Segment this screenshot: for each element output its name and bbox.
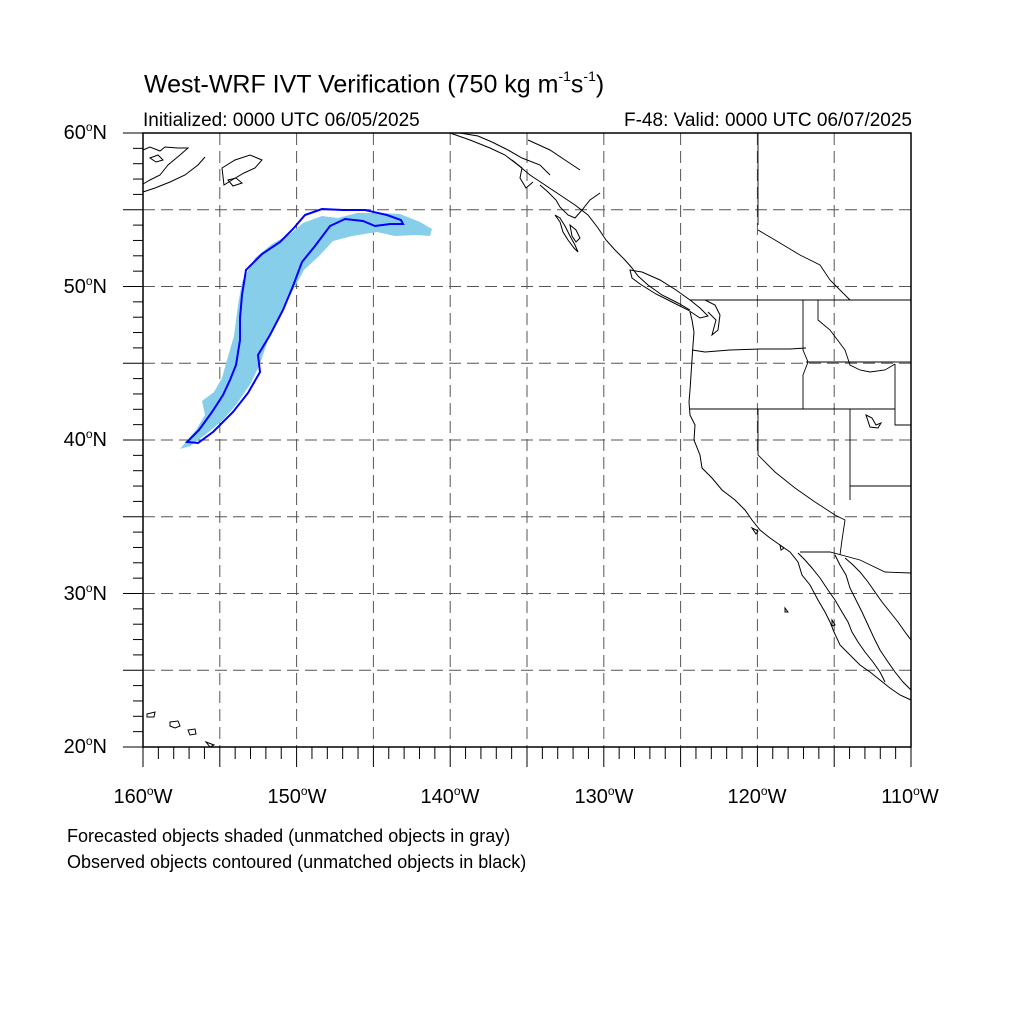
initialized-time: Initialized: 0000 UTC 06/05/2025 — [143, 110, 420, 131]
caption-forecast: Forecasted objects shaded (unmatched obj… — [67, 826, 511, 846]
lat-label-40: 40oN — [63, 427, 107, 451]
map-frame — [142, 132, 912, 748]
political-boundaries — [690, 133, 912, 574]
lon-label-120w: 120oW — [727, 784, 787, 808]
observed-ivt-contour — [184, 207, 405, 445]
map-title: West-WRF IVT Verification (750 kg m-1s-1… — [144, 68, 605, 99]
lat-label-50: 50oN — [63, 274, 107, 298]
lat-label-60: 60oN — [63, 120, 107, 144]
lon-label-160w: 160oW — [113, 784, 173, 808]
forecast-ivt-object — [180, 213, 432, 449]
lat-label-30: 30oN — [63, 581, 107, 605]
lon-label-110w: 110oW — [881, 784, 939, 808]
coastlines — [142, 132, 912, 748]
lon-label-130w: 130oW — [574, 784, 634, 808]
axis-ticks — [123, 132, 912, 767]
valid-time: F-48: Valid: 0000 UTC 06/07/2025 — [624, 110, 912, 131]
lat-label-20: 20oN — [63, 734, 107, 758]
grid-lines — [143, 133, 911, 747]
caption-observed: Observed objects contoured (unmatched ob… — [67, 852, 527, 872]
lon-label-150w: 150oW — [267, 784, 327, 808]
lon-label-140w: 140oW — [420, 784, 480, 808]
